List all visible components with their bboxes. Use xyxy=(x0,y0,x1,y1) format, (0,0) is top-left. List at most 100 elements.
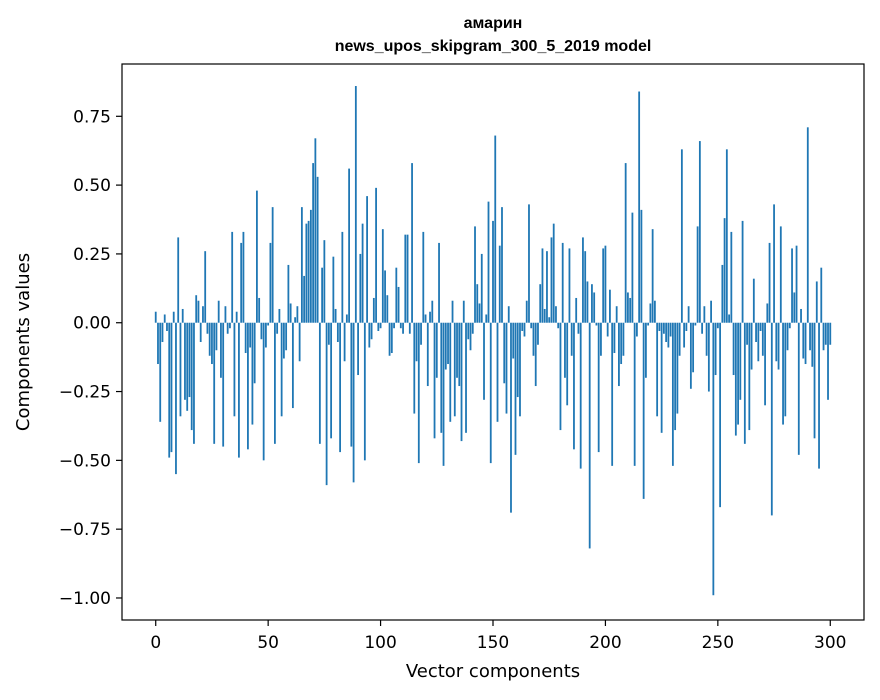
y-tick-label: −0.50 xyxy=(59,451,111,471)
bar xyxy=(537,322,539,345)
bar xyxy=(602,248,605,323)
bar xyxy=(667,322,670,348)
bar xyxy=(786,322,789,351)
bar xyxy=(721,264,724,323)
bar xyxy=(327,322,330,345)
bar xyxy=(258,297,261,323)
bar xyxy=(525,300,528,323)
bar xyxy=(404,234,407,323)
bar xyxy=(791,248,793,323)
bar xyxy=(764,322,766,406)
bar xyxy=(220,322,222,378)
bar xyxy=(674,322,677,431)
bar xyxy=(262,322,265,461)
bar xyxy=(820,267,823,323)
bar xyxy=(779,226,782,323)
bar xyxy=(291,322,294,409)
bar xyxy=(746,322,748,345)
y-axis-label: Components values xyxy=(13,253,34,431)
bar xyxy=(604,245,607,323)
bar xyxy=(465,322,467,433)
bar xyxy=(633,322,636,466)
bar xyxy=(710,300,712,323)
bar xyxy=(202,306,204,323)
bar xyxy=(809,322,811,351)
bar xyxy=(217,300,220,323)
bar xyxy=(166,322,168,331)
bar xyxy=(629,297,632,323)
bar xyxy=(559,322,562,431)
bar xyxy=(361,223,364,323)
bar xyxy=(582,237,584,323)
bar xyxy=(766,303,769,323)
bar xyxy=(494,135,497,323)
bar xyxy=(687,306,690,323)
bar xyxy=(332,256,335,323)
bar xyxy=(793,292,796,323)
bar xyxy=(539,284,542,323)
bar xyxy=(343,322,346,362)
bar xyxy=(487,201,490,323)
bar xyxy=(638,91,641,323)
bar xyxy=(532,322,535,356)
bar xyxy=(564,322,566,378)
bar xyxy=(804,322,807,365)
bar xyxy=(206,322,209,334)
bar xyxy=(305,223,308,323)
bar xyxy=(480,253,483,323)
bar xyxy=(314,138,317,323)
bar xyxy=(352,322,355,483)
bar xyxy=(294,317,297,323)
bar xyxy=(512,322,515,359)
bar xyxy=(193,322,195,444)
bar xyxy=(824,322,827,345)
bar xyxy=(265,322,267,348)
bar xyxy=(768,242,771,323)
bar xyxy=(175,322,177,475)
bar xyxy=(631,212,634,323)
bar xyxy=(658,322,661,331)
bar xyxy=(384,270,386,323)
y-tick-label: 0.00 xyxy=(73,314,111,334)
bar xyxy=(543,308,546,323)
bar xyxy=(370,322,373,340)
bar xyxy=(775,322,778,362)
bar xyxy=(642,322,645,499)
bar xyxy=(177,237,180,323)
bar xyxy=(685,322,688,331)
bar xyxy=(222,322,225,447)
bar xyxy=(467,322,470,340)
bar xyxy=(168,322,171,458)
bar xyxy=(280,322,283,417)
bar xyxy=(656,322,659,417)
bar xyxy=(224,306,227,323)
bar xyxy=(278,308,281,323)
bar xyxy=(800,308,802,323)
bar xyxy=(505,322,508,414)
bar xyxy=(714,322,717,376)
bar xyxy=(435,322,438,378)
bar xyxy=(573,322,575,450)
bar xyxy=(519,322,521,417)
bar xyxy=(372,297,375,323)
bar xyxy=(460,322,463,442)
bar xyxy=(426,322,429,387)
bar xyxy=(822,322,825,351)
bar xyxy=(797,322,800,455)
bar xyxy=(449,322,452,422)
x-axis-ticks: 0 50 100 150 200 250 300 xyxy=(150,620,846,653)
bar xyxy=(811,322,814,367)
bar xyxy=(782,322,784,425)
bar xyxy=(770,322,773,516)
bar xyxy=(289,303,292,323)
bar xyxy=(296,306,299,323)
bar xyxy=(723,218,726,323)
bar xyxy=(683,322,686,348)
bar xyxy=(345,314,348,323)
bar xyxy=(725,149,728,323)
bar xyxy=(624,163,627,323)
bar xyxy=(233,322,236,417)
bar xyxy=(420,322,422,345)
bar xyxy=(215,322,218,351)
bar xyxy=(188,322,191,398)
